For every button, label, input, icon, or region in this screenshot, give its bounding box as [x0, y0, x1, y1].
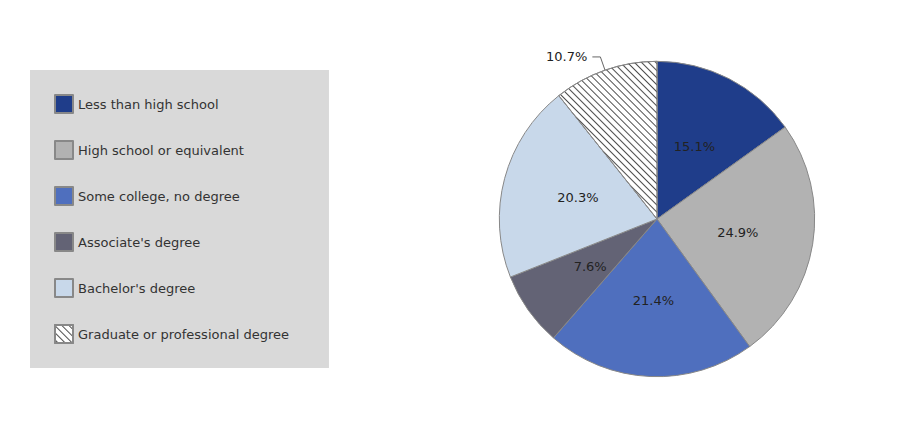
svg-text:24.9%: 24.9% [717, 225, 758, 240]
svg-text:10.7%: 10.7% [546, 49, 587, 64]
svg-text:7.6%: 7.6% [574, 259, 607, 274]
svg-text:20.3%: 20.3% [557, 190, 598, 205]
svg-text:Bachelor's degree: Bachelor's degree [78, 281, 195, 296]
svg-text:Graduate or professional degre: Graduate or professional degree [78, 327, 289, 342]
svg-text:Less than high school: Less than high school [78, 97, 219, 112]
svg-text:21.4%: 21.4% [633, 293, 674, 308]
svg-text:15.1%: 15.1% [674, 139, 715, 154]
svg-text:Associate's degree: Associate's degree [78, 235, 200, 250]
svg-text:Some college, no degree: Some college, no degree [78, 189, 240, 204]
svg-text:High school or equivalent: High school or equivalent [78, 143, 244, 158]
